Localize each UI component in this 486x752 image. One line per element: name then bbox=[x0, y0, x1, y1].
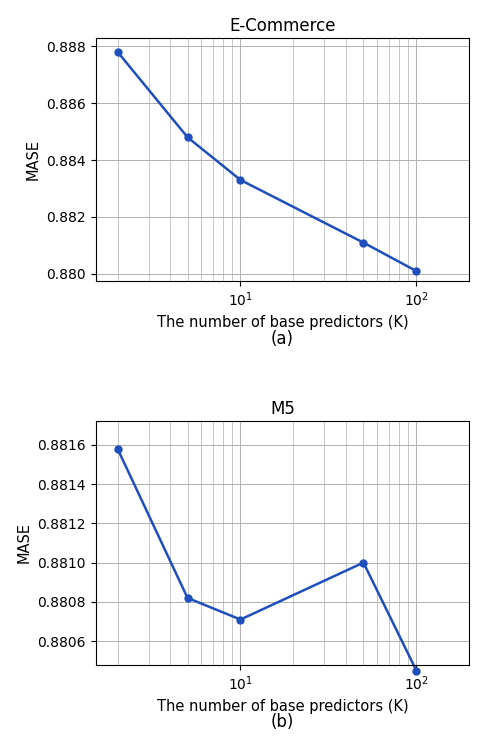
Title: E-Commerce: E-Commerce bbox=[229, 17, 336, 35]
Title: M5: M5 bbox=[270, 400, 295, 418]
Text: (b): (b) bbox=[271, 714, 294, 732]
Y-axis label: MASE: MASE bbox=[17, 523, 32, 563]
Text: (a): (a) bbox=[271, 329, 294, 347]
X-axis label: The number of base predictors (K): The number of base predictors (K) bbox=[156, 315, 408, 330]
Y-axis label: MASE: MASE bbox=[26, 139, 40, 180]
X-axis label: The number of base predictors (K): The number of base predictors (K) bbox=[156, 699, 408, 714]
